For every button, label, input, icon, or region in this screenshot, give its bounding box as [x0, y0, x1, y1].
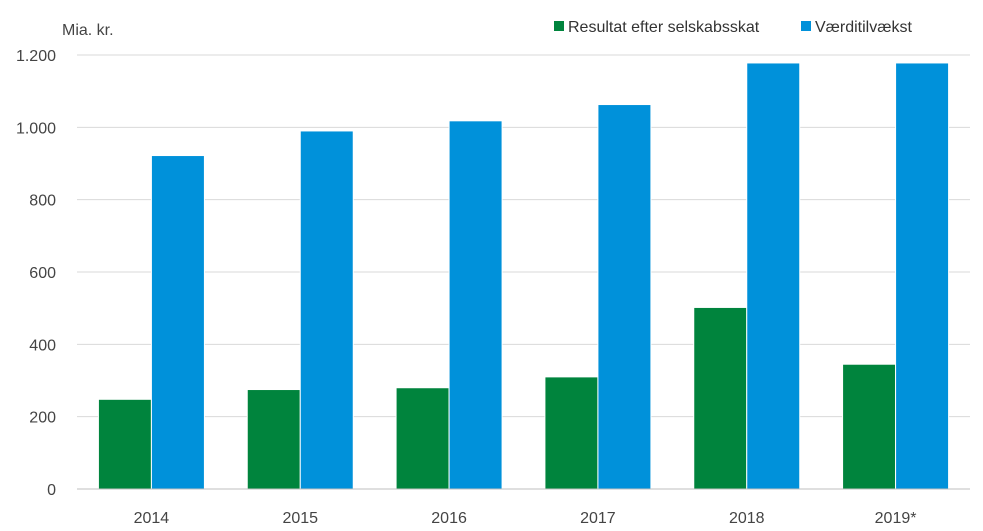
x-axis-tick-labels: 2014 2015 2016 2017 2018 2019*: [134, 510, 917, 527]
bar-resultat-2015: [246, 389, 301, 490]
bar-resultat-2014: [97, 398, 152, 490]
y-tick-label: 400: [29, 337, 56, 354]
y-axis-label: Mia. kr.: [62, 22, 114, 39]
y-tick-label: 800: [29, 193, 56, 210]
bar-resultat-2016: [395, 387, 450, 490]
y-tick-label: 1.200: [16, 48, 56, 65]
bars: [97, 62, 950, 490]
bar-vaerditilvaekst-2019*: [895, 62, 950, 490]
bar-vaerditilvaekst-2016: [448, 120, 503, 490]
y-tick-label: 0: [47, 482, 56, 499]
x-tick-label: 2019*: [875, 510, 917, 527]
bar-resultat-2018: [693, 306, 748, 490]
bar-resultat-2017: [544, 376, 599, 490]
bar-vaerditilvaekst-2017: [597, 104, 652, 490]
bar-resultat-2019*: [842, 363, 897, 490]
legend-label-resultat: Resultat efter selskabsskat: [568, 19, 760, 36]
bar-vaerditilvaekst-2015: [299, 130, 354, 490]
x-tick-label: 2017: [580, 510, 616, 527]
x-tick-label: 2018: [729, 510, 765, 527]
x-tick-label: 2015: [282, 510, 318, 527]
bar-vaerditilvaekst-2014: [150, 155, 205, 490]
y-tick-label: 200: [29, 410, 56, 427]
x-tick-label: 2016: [431, 510, 467, 527]
legend-label-vaerditilvaekst: Værditilvækst: [815, 19, 912, 36]
y-axis-tick-labels: 0 200 400 600 800 1.000 1.200: [16, 48, 56, 499]
x-tick-label: 2014: [134, 510, 170, 527]
gridlines: [77, 54, 970, 418]
y-tick-label: 1.000: [16, 120, 56, 137]
legend-swatch-resultat: [554, 21, 564, 31]
bar-vaerditilvaekst-2018: [746, 62, 801, 490]
y-tick-label: 600: [29, 265, 56, 282]
legend: Resultat efter selskabsskat Værditilvæks…: [554, 19, 912, 36]
legend-swatch-vaerditilvaekst: [801, 21, 811, 31]
legend-item-resultat: Resultat efter selskabsskat: [554, 19, 760, 36]
legend-item-vaerditilvaekst: Værditilvækst: [801, 19, 912, 36]
